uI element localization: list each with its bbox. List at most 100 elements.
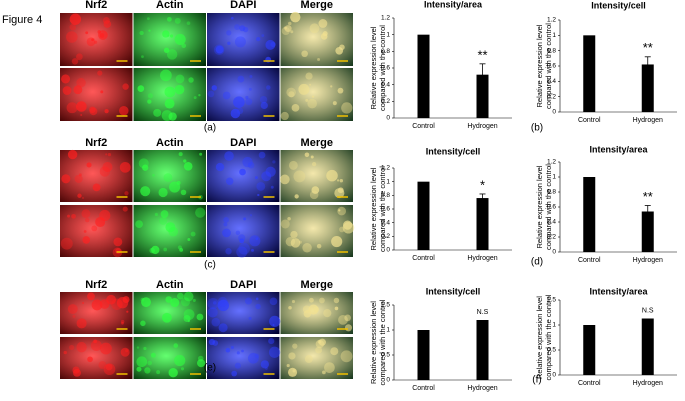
micrograph-detail (236, 246, 248, 258)
micrograph-detail (178, 152, 183, 157)
micrograph-detail (141, 297, 151, 308)
micrograph-detail (309, 83, 312, 86)
y-tick-label: 0.2 (381, 98, 390, 105)
micrograph-detail (256, 36, 261, 42)
micrograph-detail (179, 247, 184, 252)
micrograph-detail (143, 346, 147, 351)
micrograph-detail (285, 236, 296, 247)
micrograph-detail (113, 237, 123, 247)
x-tick-label: Hydrogen (633, 257, 663, 264)
micrograph-detail (99, 209, 111, 221)
micrograph-detail (73, 368, 81, 377)
micrograph-detail (87, 292, 95, 301)
micrograph-detail (181, 43, 187, 49)
micrograph-detail (270, 41, 276, 48)
y-tick-label: 0 (386, 247, 390, 254)
micrograph-detail (87, 356, 93, 363)
x-tick-label: Control (412, 123, 435, 130)
micrograph-detail (301, 50, 308, 58)
micrograph-detail (238, 234, 246, 242)
micrograph-detail (174, 17, 181, 24)
micrograph-detail (286, 87, 296, 98)
micrograph-detail (245, 98, 253, 106)
micrograph-detail (83, 230, 87, 233)
bar (641, 318, 654, 375)
micrograph-detail (333, 297, 340, 304)
micrograph-detail (140, 320, 146, 327)
chart-title: Intensity/area (589, 144, 648, 154)
micrograph-detail (291, 299, 296, 304)
micrograph-detail (225, 177, 234, 185)
micrograph-detail (311, 95, 315, 98)
micrograph-detail (147, 99, 152, 104)
micrograph-detail (269, 315, 281, 327)
micrograph-detail (239, 238, 245, 244)
micrograph-detail (255, 237, 259, 240)
micrograph-detail (287, 216, 291, 221)
micrograph-detail (81, 209, 91, 219)
micrograph (207, 292, 280, 334)
micrograph-detail (196, 359, 206, 368)
micrograph-detail (126, 310, 129, 313)
micrograph-detail (67, 149, 78, 160)
micrograph-detail (180, 367, 185, 371)
micrograph-detail (292, 343, 298, 349)
micrograph-detail (222, 91, 231, 100)
y-tick-label: 1 (386, 178, 390, 185)
micrograph-detail (342, 222, 355, 234)
micrograph-detail (63, 350, 67, 355)
panel-label: (b) (531, 123, 543, 134)
micrograph-detail (249, 75, 253, 78)
micrograph-detail (69, 23, 77, 31)
micrograph-detail (120, 319, 125, 324)
micrograph-detail (66, 31, 78, 43)
micrograph-detail (136, 356, 148, 368)
y-tick-label: 0.8 (547, 189, 556, 196)
micrograph-detail (164, 86, 176, 98)
bar (417, 34, 430, 118)
micrograph-detail (105, 363, 113, 371)
micrograph-detail (339, 179, 344, 183)
micrograph-detail (255, 297, 259, 301)
y-axis-label: compared with the control (378, 299, 387, 385)
micrograph-detail (183, 309, 195, 320)
micrograph-detail (192, 298, 196, 302)
x-tick-label: Hydrogen (633, 380, 663, 387)
micrograph-detail (67, 304, 78, 315)
significance-label: ** (643, 40, 653, 55)
micrograph-detail (230, 345, 234, 350)
y-tick-label: 1 (552, 174, 556, 181)
micrograph-detail (211, 85, 218, 91)
micrograph-detail (187, 319, 191, 323)
micrograph-detail (98, 361, 107, 370)
x-tick-label: Control (412, 255, 435, 262)
micrograph-detail (190, 231, 196, 237)
micrograph-detail (69, 13, 82, 25)
micrograph-detail (81, 196, 85, 200)
micrograph-detail (269, 297, 278, 306)
channel-label: Merge (301, 279, 333, 291)
y-tick-label: 1.5 (547, 297, 556, 304)
channel-label: Nrf2 (85, 0, 107, 11)
y-tick-label: 0.6 (547, 204, 556, 211)
micrograph-detail (105, 153, 108, 156)
x-tick-label: Control (578, 257, 601, 264)
micrograph-detail (340, 350, 353, 363)
micrograph-detail (100, 90, 104, 94)
x-tick-label: Control (412, 385, 435, 392)
micrograph-detail (163, 47, 170, 53)
channel-label: Nrf2 (85, 279, 107, 291)
micrograph-detail (139, 30, 144, 36)
micrograph-detail (85, 217, 90, 223)
micrograph-detail (265, 366, 268, 370)
micrograph-detail (309, 190, 319, 200)
micrograph-detail (344, 324, 353, 332)
micrograph-detail (302, 242, 312, 253)
x-tick-label: Hydrogen (467, 255, 497, 262)
panel-label: (c) (204, 260, 216, 271)
micrograph-detail (173, 343, 179, 348)
micrograph-detail (311, 186, 320, 194)
y-tick-label: 0.6 (381, 206, 390, 213)
micrograph-detail (338, 314, 348, 325)
micrograph (280, 68, 353, 121)
